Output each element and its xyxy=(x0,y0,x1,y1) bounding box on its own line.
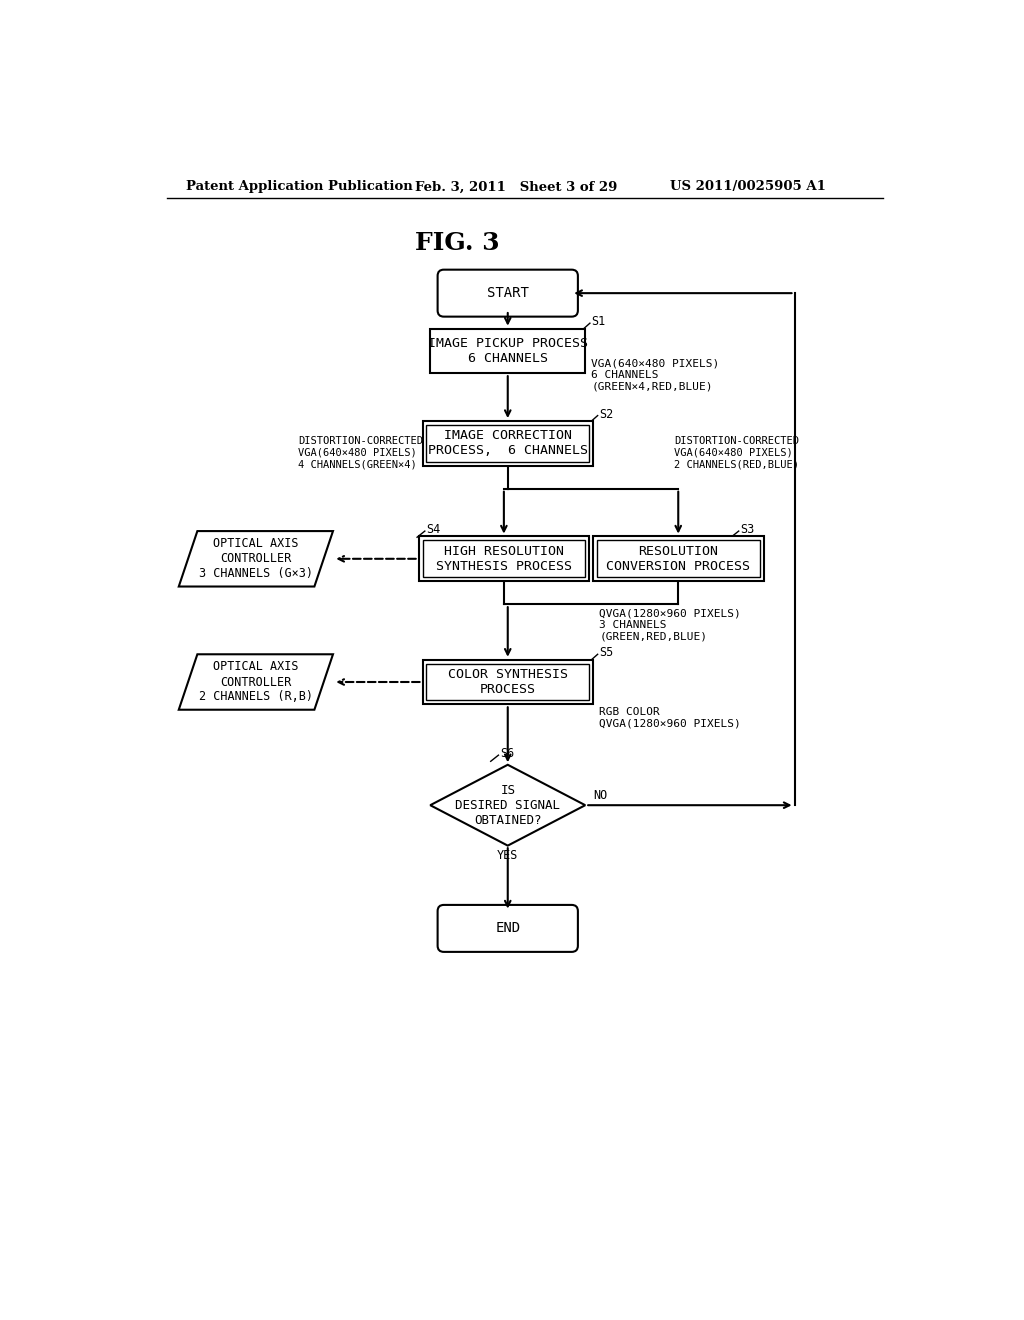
Bar xyxy=(423,540,586,577)
Text: OPTICAL AXIS
CONTROLLER
2 CHANNELS (R,B): OPTICAL AXIS CONTROLLER 2 CHANNELS (R,B) xyxy=(199,660,313,704)
Polygon shape xyxy=(430,764,586,846)
Polygon shape xyxy=(179,655,333,710)
Polygon shape xyxy=(179,531,333,586)
Text: END: END xyxy=(496,921,520,936)
Text: RGB COLOR
QVGA(1280×960 PIXELS): RGB COLOR QVGA(1280×960 PIXELS) xyxy=(599,706,741,729)
Text: IMAGE CORRECTION
PROCESS,  6 CHANNELS: IMAGE CORRECTION PROCESS, 6 CHANNELS xyxy=(428,429,588,457)
Text: START: START xyxy=(486,286,528,300)
FancyBboxPatch shape xyxy=(437,269,578,317)
Text: VGA(640×480 PIXELS)
6 CHANNELS
(GREEN×4,RED,BLUE): VGA(640×480 PIXELS) 6 CHANNELS (GREEN×4,… xyxy=(592,359,720,392)
Text: COLOR SYNTHESIS
PROCESS: COLOR SYNTHESIS PROCESS xyxy=(447,668,567,696)
Bar xyxy=(423,421,593,466)
Text: HIGH RESOLUTION
SYNTHESIS PROCESS: HIGH RESOLUTION SYNTHESIS PROCESS xyxy=(436,545,571,573)
Text: S1: S1 xyxy=(592,315,606,329)
Text: FIG. 3: FIG. 3 xyxy=(415,231,500,255)
Text: S5: S5 xyxy=(599,647,613,659)
Text: DISTORTION-CORRECTED
VGA(640×480 PIXELS)
4 CHANNELS(GREEN×4): DISTORTION-CORRECTED VGA(640×480 PIXELS)… xyxy=(298,437,423,470)
Text: NO: NO xyxy=(593,789,607,803)
Bar xyxy=(419,536,589,581)
Text: RESOLUTION
CONVERSION PROCESS: RESOLUTION CONVERSION PROCESS xyxy=(606,545,751,573)
Text: S6: S6 xyxy=(500,747,514,760)
Text: QVGA(1280×960 PIXELS)
3 CHANNELS
(GREEN,RED,BLUE): QVGA(1280×960 PIXELS) 3 CHANNELS (GREEN,… xyxy=(599,609,741,642)
FancyBboxPatch shape xyxy=(437,906,578,952)
Bar xyxy=(430,329,586,374)
Bar xyxy=(593,536,764,581)
Text: S3: S3 xyxy=(740,523,755,536)
Text: IMAGE PICKUP PROCESS
6 CHANNELS: IMAGE PICKUP PROCESS 6 CHANNELS xyxy=(428,337,588,364)
Text: S4: S4 xyxy=(426,523,440,536)
Text: OPTICAL AXIS
CONTROLLER
3 CHANNELS (G×3): OPTICAL AXIS CONTROLLER 3 CHANNELS (G×3) xyxy=(199,537,313,581)
Text: YES: YES xyxy=(497,849,518,862)
Text: Feb. 3, 2011   Sheet 3 of 29: Feb. 3, 2011 Sheet 3 of 29 xyxy=(415,181,617,194)
Bar xyxy=(423,660,593,705)
Text: Patent Application Publication: Patent Application Publication xyxy=(186,181,413,194)
Text: US 2011/0025905 A1: US 2011/0025905 A1 xyxy=(671,181,826,194)
Text: IS
DESIRED SIGNAL
OBTAINED?: IS DESIRED SIGNAL OBTAINED? xyxy=(456,784,560,826)
Bar xyxy=(426,664,589,701)
Text: S2: S2 xyxy=(599,408,613,421)
Text: DISTORTION-CORRECTED
VGA(640×480 PIXELS)
2 CHANNELS(RED,BLUE): DISTORTION-CORRECTED VGA(640×480 PIXELS)… xyxy=(675,437,800,470)
Bar xyxy=(597,540,760,577)
Bar xyxy=(426,425,589,462)
